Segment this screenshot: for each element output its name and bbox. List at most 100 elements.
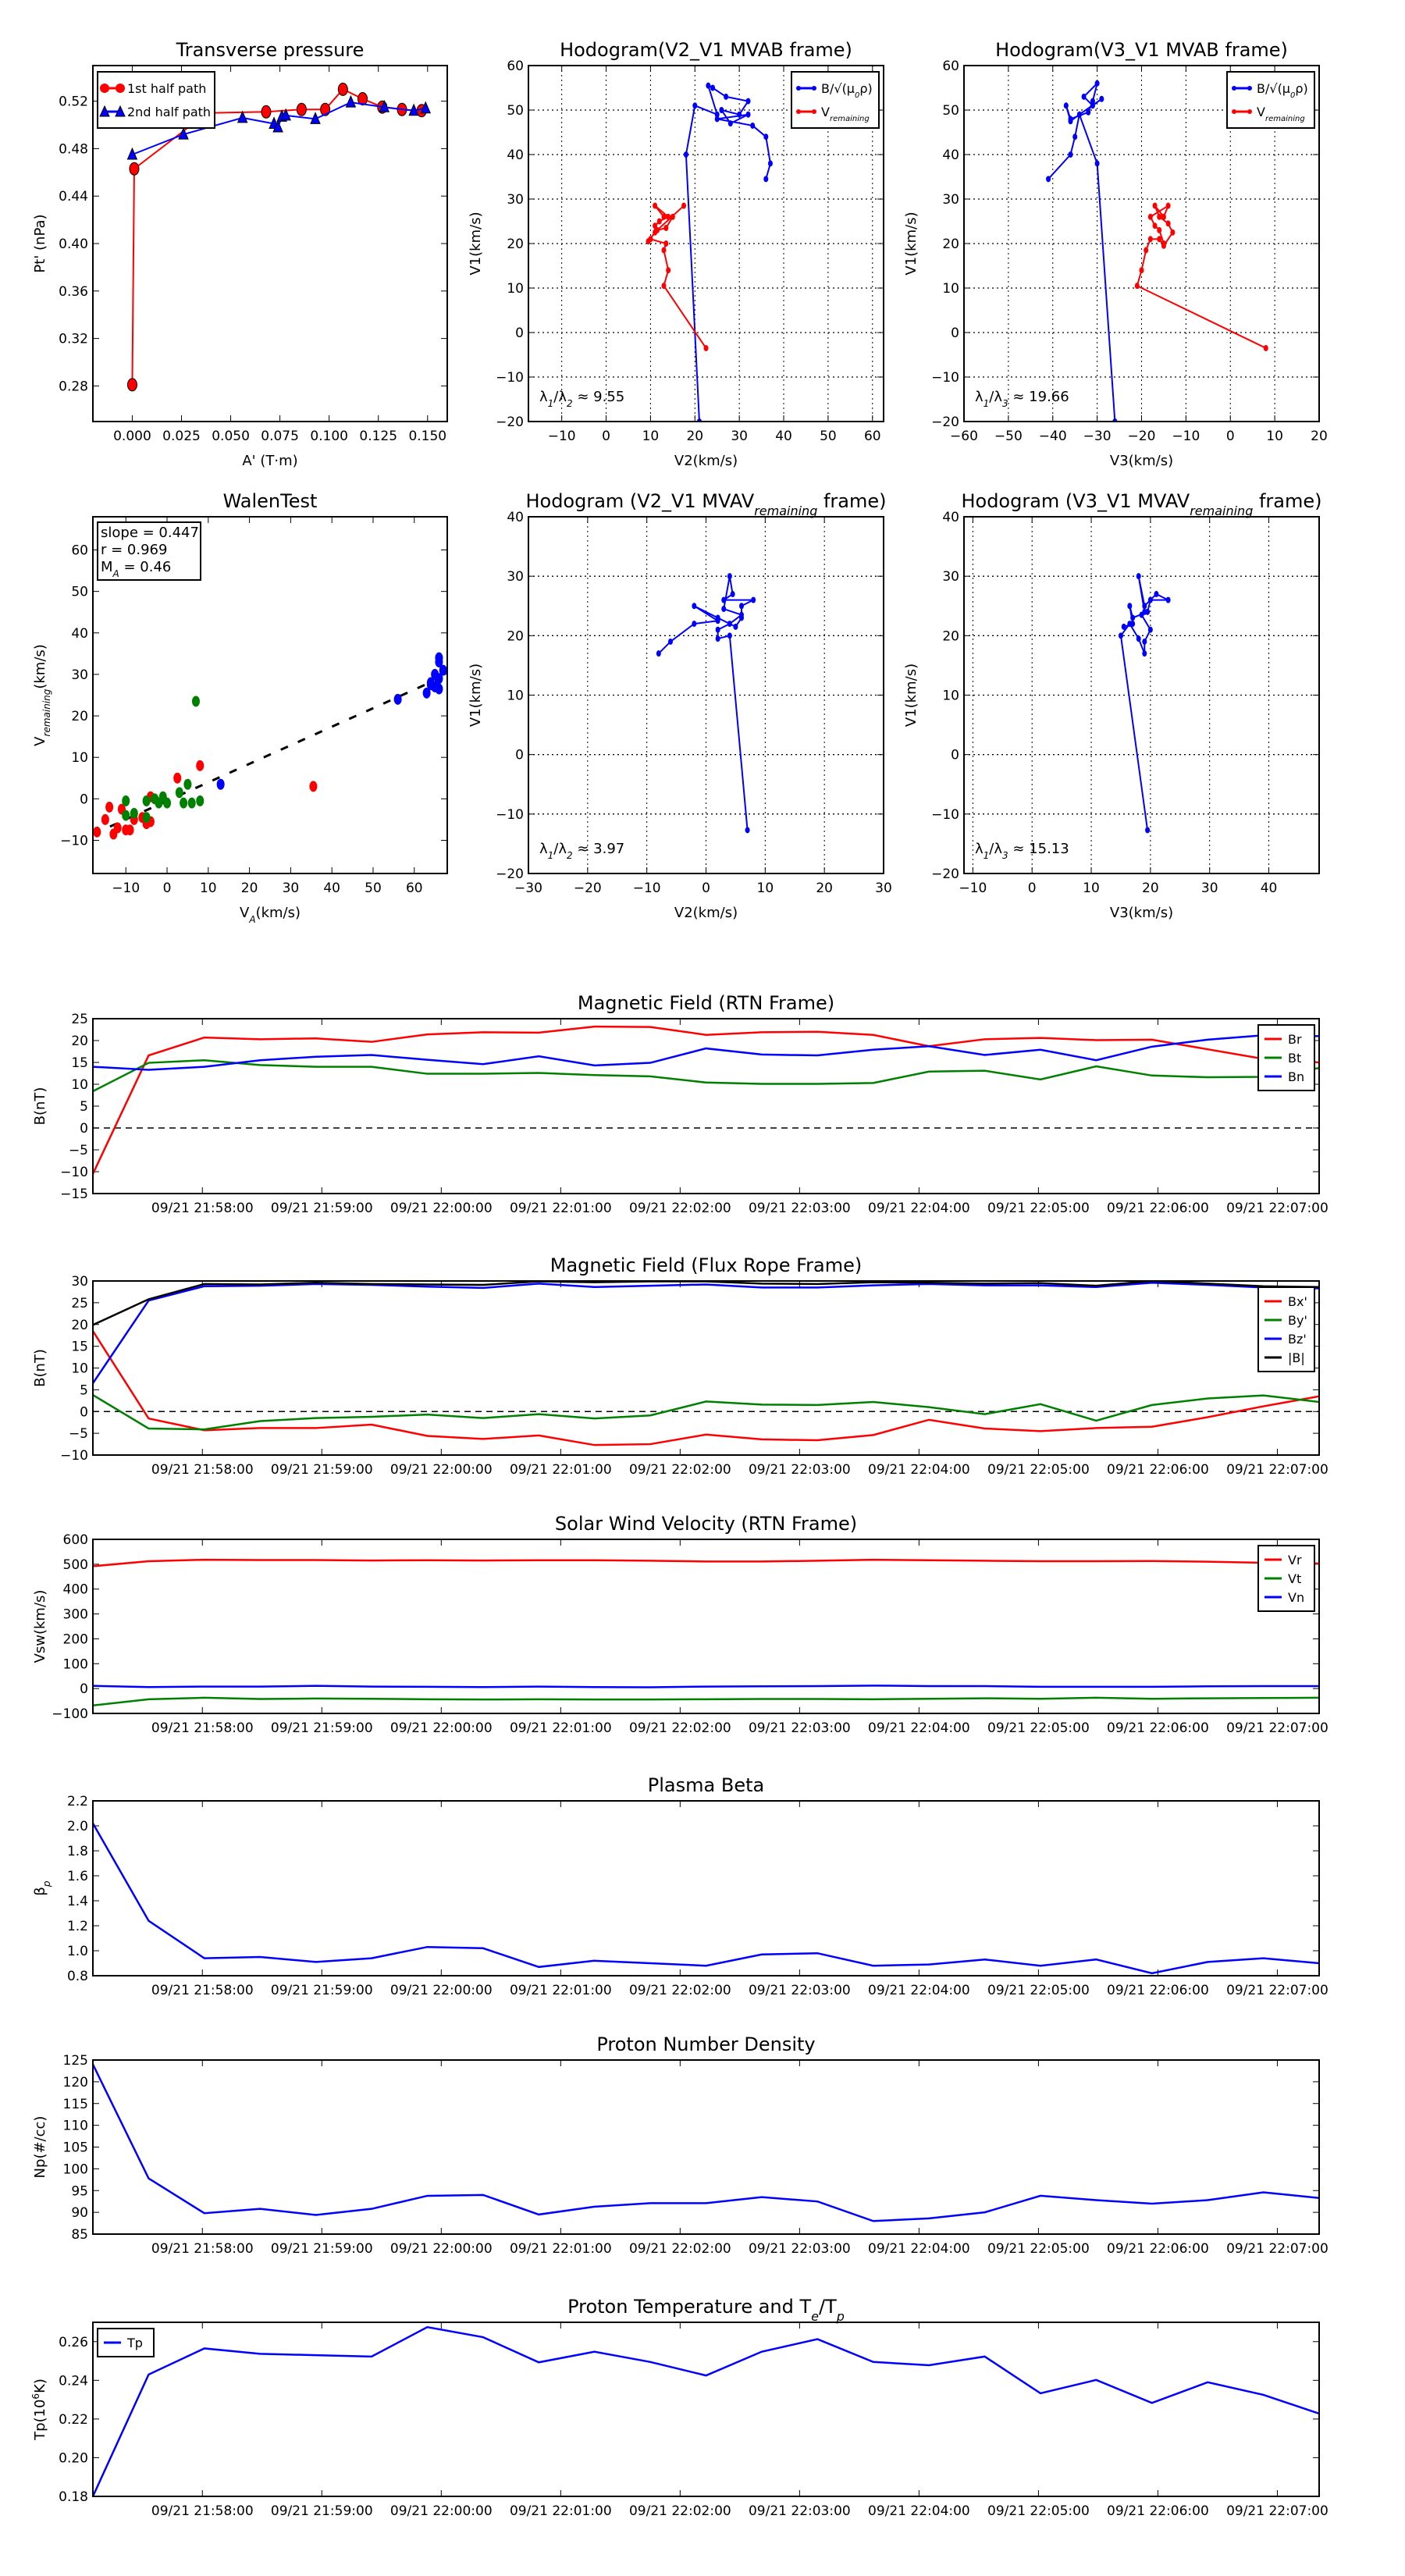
data-point	[1072, 133, 1078, 141]
x-tick-label: 30	[1201, 881, 1218, 896]
data-point	[1068, 116, 1073, 123]
plot-area	[93, 1823, 1319, 1975]
data-point	[261, 105, 272, 119]
y-tick-label: 0	[80, 1681, 88, 1697]
y-tick-label: 0	[80, 1121, 88, 1137]
data-point	[310, 112, 321, 124]
data-point	[173, 772, 182, 784]
plot-area	[1118, 573, 1171, 834]
data-point	[715, 626, 720, 633]
data-point	[280, 108, 291, 121]
legend-box	[1226, 71, 1315, 129]
data-point	[727, 632, 732, 639]
x-tick-label: 0.100	[310, 429, 348, 444]
stats-line: MA = 0.46	[101, 559, 171, 579]
y-tick-label: −5	[69, 1143, 88, 1158]
data-point	[1136, 635, 1141, 642]
data-point	[663, 240, 669, 247]
series-v-remaining	[1134, 202, 1268, 351]
plot-area	[93, 1025, 1319, 1175]
legend-item: |B|	[1264, 1350, 1305, 1365]
data-point	[163, 797, 172, 809]
x-tick-label: 20	[816, 881, 833, 896]
x-tick-label: 09/21 22:01:00	[510, 1720, 612, 1736]
axes-frame	[92, 1539, 1320, 1714]
y-tick-label: 10	[71, 1077, 88, 1093]
y-tick-label: 1.8	[67, 1844, 88, 1859]
y-tick-label: 0	[515, 748, 524, 763]
x-tick-label: −10	[633, 881, 661, 896]
x-tick-label: 0.050	[212, 429, 250, 444]
y-tick-label: 500	[63, 1557, 88, 1573]
data-point	[656, 650, 661, 657]
data-point	[763, 176, 769, 183]
axes-frame	[92, 1800, 1320, 1976]
y-tick-label: 100	[63, 2161, 88, 2177]
x-tick-label: 0.075	[261, 429, 299, 444]
y-tick-label: 1.2	[67, 1919, 88, 1934]
series-vr	[93, 1558, 1319, 1567]
y-tick-label: 0.26	[59, 2335, 88, 2350]
data-point	[653, 202, 658, 209]
x-tick-label: 09/21 22:02:00	[629, 1983, 731, 1998]
x-tick-label: −20	[574, 881, 602, 896]
x-tick-label: 09/21 21:58:00	[151, 2503, 254, 2519]
y-tick-label: 600	[63, 1532, 88, 1548]
series-line	[93, 1281, 1319, 1384]
x-tick-label: 09/21 22:00:00	[390, 1462, 493, 1478]
plot-area	[1046, 80, 1268, 422]
y-axis-label: Vremaining(km/s)	[32, 644, 52, 746]
y-tick-label: 0.40	[59, 237, 88, 252]
x-tick-label: 09/21 22:02:00	[629, 1720, 731, 1736]
data-point	[1152, 202, 1158, 209]
data-point	[727, 573, 732, 580]
legend-item: Tp	[104, 2336, 143, 2350]
y-tick-label: 20	[507, 628, 524, 644]
data-point	[1147, 596, 1153, 603]
y-axis-label: V1(km/s)	[903, 664, 919, 727]
y-tick-label: 0.22	[59, 2412, 88, 2428]
x-tick-label: 09/21 22:04:00	[868, 1720, 970, 1736]
x-tick-label: 09/21 22:07:00	[1226, 2241, 1329, 2257]
data-point	[1145, 827, 1151, 834]
y-tick-label: 95	[71, 2183, 88, 2199]
x-tick-label: 0.000	[113, 429, 151, 444]
data-point	[703, 344, 709, 351]
y-tick-label: 40	[71, 626, 88, 642]
plot-area	[93, 1558, 1319, 1707]
x-tick-label: 09/21 22:04:00	[868, 2503, 970, 2519]
data-point	[706, 82, 711, 89]
y-tick-label: −10	[931, 807, 959, 823]
plot-area	[93, 1281, 1319, 1446]
series-line	[93, 1823, 1319, 1975]
chart-hodogram-v2-v1-mvav: Hodogram (V2_V1 MVAVremaining frame)−30−…	[468, 490, 892, 921]
y-tick-label: 15	[71, 1340, 88, 1355]
y-tick-label: 40	[942, 148, 959, 163]
eigenvalue-ratio-annotation: λ1/λ2 ≈ 9.55	[539, 389, 624, 409]
data-point	[237, 110, 248, 123]
data-point	[129, 162, 140, 176]
data-point	[357, 92, 368, 106]
data-point	[126, 824, 134, 836]
chart-title: Proton Temperature and Te/Tp	[567, 2296, 845, 2324]
x-tick-label: 09/21 21:59:00	[271, 1983, 373, 1998]
y-tick-label: 0.8	[67, 1969, 88, 1984]
y-tick-label: 0	[951, 326, 959, 341]
legend-marker	[99, 105, 110, 117]
y-tick-label: −15	[60, 1187, 88, 1202]
data-point	[1152, 222, 1158, 229]
y-tick-label: 90	[71, 2205, 88, 2221]
legend-marker	[1247, 109, 1252, 114]
series-np	[93, 2064, 1319, 2222]
data-point	[1127, 603, 1133, 610]
data-point	[670, 213, 675, 220]
series-line	[93, 2325, 1319, 2496]
data-point	[1142, 603, 1147, 610]
x-tick-label: −60	[950, 429, 978, 444]
stats-line: slope = 0.447	[101, 525, 199, 541]
legend-label: Vremaining	[821, 105, 870, 123]
legend-item: Vt	[1264, 1571, 1301, 1586]
chart-title: Magnetic Field (Flux Rope Frame)	[550, 1254, 862, 1276]
data-point	[730, 591, 735, 598]
x-tick-label: 0.150	[408, 429, 446, 444]
